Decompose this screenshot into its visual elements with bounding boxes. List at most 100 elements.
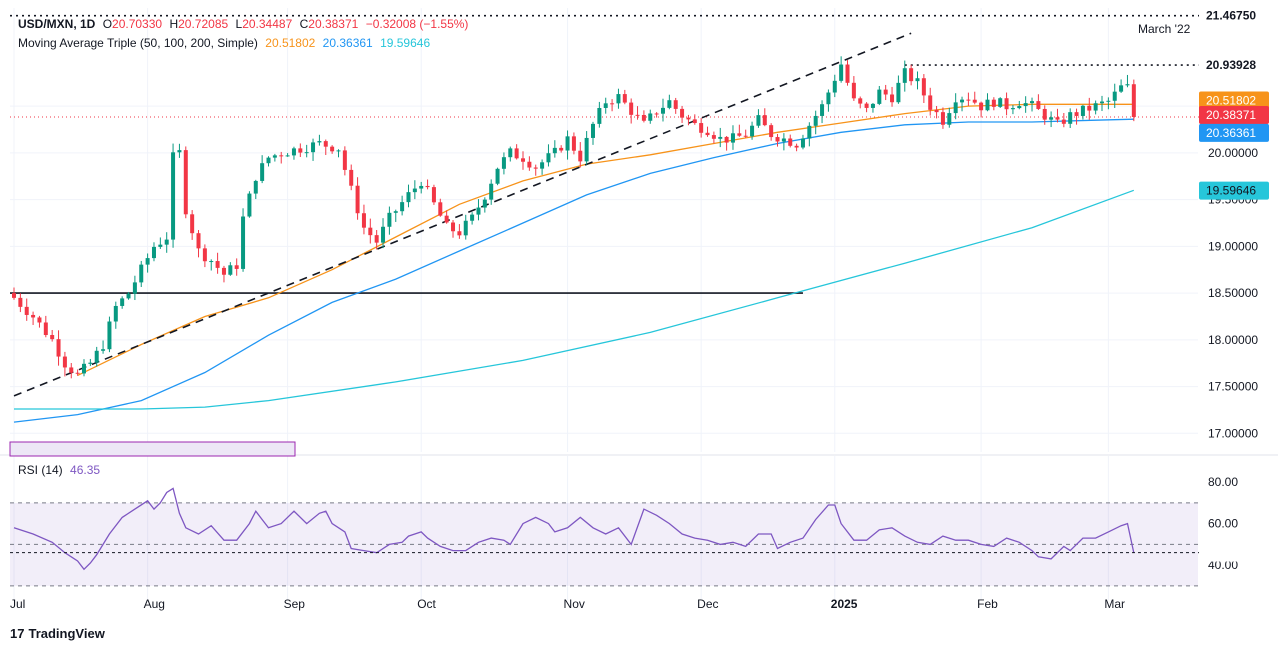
ma-legend-title: Moving Average Triple (50, 100, 200, Sim… (18, 36, 258, 50)
candle-down (323, 141, 328, 147)
candle-down (934, 109, 939, 113)
candle-down (234, 265, 239, 269)
candle-up (241, 216, 246, 269)
candle-down (1061, 119, 1066, 124)
rsi-tick-label: 80.00 (1208, 475, 1238, 489)
candle-up (164, 239, 169, 245)
ma-legend[interactable]: Moving Average Triple (50, 100, 200, Sim… (18, 36, 434, 50)
candle-down (858, 98, 863, 104)
x-tick-label: Oct (417, 597, 436, 611)
candle-down (724, 136, 729, 143)
candle-up (781, 138, 786, 142)
candle-down (202, 248, 207, 262)
price-badge (1199, 123, 1269, 142)
candle-down (361, 213, 366, 228)
candle-up (1125, 84, 1130, 86)
candle-up (145, 258, 150, 265)
candle-up (597, 107, 602, 124)
candle-up (151, 246, 156, 259)
price-badge (1199, 56, 1269, 75)
candle-down (571, 136, 576, 151)
candle-up (870, 103, 875, 108)
ma100-value: 20.36361 (322, 36, 373, 50)
candle-down (215, 261, 220, 268)
symbol-title[interactable]: USD/MXN, 1D (18, 17, 96, 31)
price-badge (1199, 6, 1269, 25)
candle-up (1100, 101, 1105, 104)
candle-up (1049, 117, 1054, 120)
y-tick-label: 18.00000 (1208, 333, 1258, 347)
candle-up (272, 155, 277, 158)
price-badge-label: 20.38371 (1206, 108, 1256, 122)
candle-up (820, 104, 825, 116)
candle-up (120, 298, 125, 306)
candle-up (501, 157, 506, 169)
candle-down (330, 146, 335, 152)
candle-up (81, 363, 86, 374)
candle-down (298, 148, 303, 153)
candle-up (171, 152, 176, 240)
candle-down (928, 95, 933, 110)
candle-down (705, 132, 710, 136)
candle-up (406, 192, 411, 203)
candle-up (584, 137, 589, 162)
candle-up (393, 211, 398, 213)
candle-down (18, 297, 23, 307)
rsi-legend[interactable]: RSI (14) 46.35 (18, 463, 104, 477)
y-tick-label: 17.00000 (1208, 426, 1258, 440)
candle-up (101, 349, 106, 351)
candle-down (699, 123, 704, 133)
rsi-background (10, 502, 1198, 587)
candle-up (311, 142, 316, 153)
candle-down (37, 317, 42, 323)
candle-down (12, 293, 16, 298)
candle-up (667, 100, 672, 108)
candle-down (342, 150, 347, 170)
candle-down (610, 103, 615, 105)
open-value: 20.70330 (112, 17, 163, 31)
candle-up (158, 244, 163, 247)
rsi-tick-label: 60.00 (1208, 517, 1238, 531)
candle-down (31, 314, 36, 318)
candle-down (1036, 101, 1041, 109)
candle-down (190, 214, 195, 234)
candle-down (641, 114, 646, 121)
candle-down (451, 222, 456, 232)
candle-down (769, 125, 774, 138)
tradingview-logo[interactable]: 17 TradingView (10, 626, 105, 641)
candle-up (839, 64, 844, 81)
candle-down (527, 161, 532, 168)
candle-up (730, 133, 735, 143)
candle-up (381, 226, 386, 243)
price-badge-label: 19.59646 (1206, 184, 1256, 198)
candle-down (1087, 105, 1092, 111)
candle-up (317, 141, 322, 143)
candle-up (247, 193, 252, 217)
candle-down (794, 145, 799, 148)
candle-up (285, 155, 290, 157)
candle-down (940, 112, 945, 125)
candles (12, 56, 1136, 379)
candle-up (902, 68, 907, 83)
candle-up (998, 98, 1003, 107)
candle-up (260, 163, 265, 181)
ma200-value: 19.59646 (380, 36, 431, 50)
rsi-title: RSI (14) (18, 463, 63, 477)
candle-down (24, 306, 29, 315)
candle-down (979, 102, 984, 111)
candle-up (94, 350, 99, 363)
high-label: H (169, 17, 179, 31)
candle-down (680, 108, 685, 118)
candle-down (514, 148, 519, 159)
candle-down (521, 158, 526, 162)
candle-up (718, 136, 723, 139)
candle-down (921, 78, 926, 96)
candle-down (743, 135, 748, 137)
candle-down (56, 339, 61, 357)
candle-down (438, 202, 443, 216)
candle-down (762, 115, 767, 126)
x-tick-label: Sep (284, 597, 306, 611)
trendline[interactable] (13, 32, 912, 397)
candle-up (540, 162, 545, 169)
